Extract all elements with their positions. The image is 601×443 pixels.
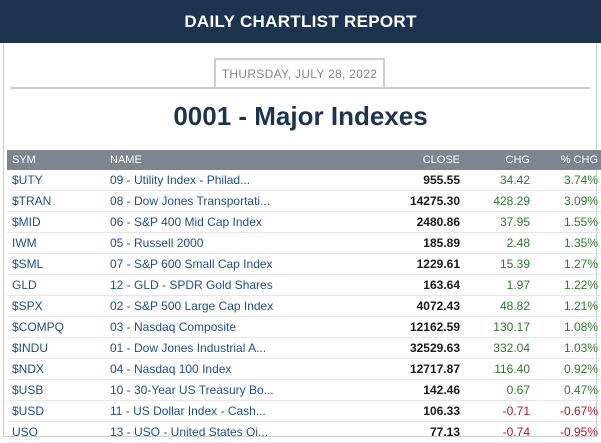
row-name-link[interactable]: 11 - US Dollar Index - Cash...	[110, 404, 266, 418]
row-name-link[interactable]: 08 - Dow Jones Transportati...	[110, 194, 271, 208]
row-close-value: 14275.30	[409, 194, 460, 208]
report-date-text: THURSDAY, JULY 28, 2022	[221, 66, 378, 81]
row-symbol-link[interactable]: $INDU	[12, 341, 49, 355]
row-close-value: 12717.87	[409, 362, 460, 376]
row-close-value: 106.33	[423, 404, 460, 418]
row-name-link[interactable]: 12 - GLD - SPDR Gold Shares	[110, 278, 273, 292]
row-pct-change-value: 0.47%	[563, 383, 598, 397]
chartlist-title: 0001 - Major Indexes	[173, 101, 428, 131]
row-name-link[interactable]: 05 - Russell 2000	[110, 236, 204, 250]
row-close-value: 163.64	[423, 278, 460, 292]
row-symbol-link[interactable]: $USD	[12, 404, 45, 418]
row-change-value: 2.48	[506, 236, 530, 250]
table-row[interactable]: $USD 11 - US Dollar Index - Cash... 106.33…	[7, 401, 601, 422]
row-symbol-link[interactable]: $MID	[12, 215, 41, 229]
column-header-sym[interactable]: SYM	[7, 150, 102, 170]
row-change-value: -0.74	[502, 425, 530, 439]
report-date: THURSDAY, JULY 28, 2022	[214, 58, 385, 87]
row-change-value: 48.82	[499, 299, 530, 313]
table-row[interactable]: GLD 12 - GLD - SPDR Gold Shares 163.64 1.97…	[7, 275, 601, 296]
row-change-value: 116.40	[494, 362, 530, 376]
row-change-value: 332.04	[493, 341, 530, 355]
report-frame	[3, 43, 597, 437]
row-name-link[interactable]: 04 - Nasdaq 100 Index	[110, 362, 232, 376]
row-change-value: 428.29	[493, 194, 530, 208]
row-pct-change-value: 1.55%	[563, 215, 598, 229]
table-row[interactable]: $USB 10 - 30-Year US Treasury Bo... 142.46…	[7, 380, 601, 401]
row-name-link[interactable]: 02 - S&P 500 Large Cap Index	[110, 299, 274, 313]
row-pct-change-value: 1.21%	[563, 299, 598, 313]
row-close-value: 185.89	[423, 236, 460, 250]
report-header-title: DAILY CHARTLIST REPORT	[184, 11, 417, 31]
row-symbol-link[interactable]: $SPX	[12, 299, 43, 313]
row-change-value: 1.97	[506, 278, 530, 292]
row-pct-change-value: 1.03%	[563, 341, 598, 355]
row-pct-change-value: 1.35%	[563, 236, 598, 250]
table-body: $UTY 09 - Utility Index - Philad... 955.55…	[7, 170, 601, 443]
column-header-close[interactable]: CLOSE	[310, 150, 460, 170]
row-close-value: 2480.86	[416, 215, 460, 229]
row-change-value: 34.42	[499, 173, 530, 187]
column-header-name[interactable]: NAME	[102, 150, 310, 170]
table-row[interactable]: $UTY 09 - Utility Index - Philad... 955.55…	[7, 170, 601, 191]
table-row[interactable]: $SPX 02 - S&P 500 Large Cap Index 4072.43 4…	[7, 296, 601, 317]
row-name-link[interactable]: 13 - USO - United States Oi...	[110, 425, 269, 439]
column-header-pct-chg[interactable]: % CHG	[530, 150, 601, 170]
row-name-link[interactable]: 10 - 30-Year US Treasury Bo...	[110, 383, 274, 397]
chartlist-table: SYM NAME CLOSE CHG % CHG $UTY 09 - Utilit…	[7, 150, 601, 443]
row-close-value: 77.13	[429, 425, 460, 439]
row-symbol-link[interactable]: $UTY	[12, 173, 43, 187]
row-name-link[interactable]: 03 - Nasdaq Composite	[110, 320, 237, 334]
row-symbol-link[interactable]: USO	[12, 425, 39, 439]
table-row[interactable]: USO 13 - USO - United States Oi... 77.13 -0…	[7, 422, 601, 443]
row-pct-change-value: 1.27%	[563, 257, 598, 271]
row-symbol-link[interactable]: $COMPQ	[12, 320, 65, 334]
row-change-value: 0.67	[506, 383, 530, 397]
table-header-row: SYM NAME CLOSE CHG % CHG	[7, 150, 601, 170]
report-header: DAILY CHARTLIST REPORT	[0, 0, 601, 43]
table-row[interactable]: $COMPQ 03 - Nasdaq Composite 12162.59 130.1…	[7, 317, 601, 338]
row-close-value: 142.46	[423, 383, 460, 397]
row-name-link[interactable]: 01 - Dow Jones Industrial A...	[110, 341, 267, 355]
row-change-value: 37.95	[499, 215, 530, 229]
row-pct-change-value: -0.95%	[559, 425, 598, 439]
row-symbol-link[interactable]: $SML	[12, 257, 44, 271]
row-name-link[interactable]: 09 - Utility Index - Philad...	[110, 173, 251, 187]
table-row[interactable]: $NDX 04 - Nasdaq 100 Index 12717.87 116.40 0…	[7, 359, 601, 380]
row-pct-change-value: 3.74%	[563, 173, 598, 187]
row-pct-change-value: 0.92%	[563, 362, 598, 376]
row-pct-change-value: -0.67%	[559, 404, 598, 418]
row-close-value: 12162.59	[409, 320, 460, 334]
row-pct-change-value: 3.09%	[563, 194, 598, 208]
row-symbol-link[interactable]: GLD	[12, 278, 37, 292]
row-close-value: 1229.61	[416, 257, 460, 271]
table-row[interactable]: $INDU 01 - Dow Jones Industrial A... 32529…	[7, 338, 601, 359]
table-row[interactable]: $TRAN 08 - Dow Jones Transportati... 14275…	[7, 191, 601, 212]
row-symbol-link[interactable]: $NDX	[12, 362, 45, 376]
row-change-value: -0.71	[502, 404, 530, 418]
row-close-value: 32529.63	[409, 341, 460, 355]
row-pct-change-value: 1.08%	[563, 320, 598, 334]
title-divider	[11, 87, 590, 89]
column-header-chg[interactable]: CHG	[460, 150, 530, 170]
row-change-value: 15.39	[499, 257, 530, 271]
row-pct-change-value: 1.22%	[563, 278, 598, 292]
row-name-link[interactable]: 07 - S&P 600 Small Cap Index	[110, 257, 273, 271]
row-change-value: 130.17	[493, 320, 530, 334]
row-symbol-link[interactable]: $USB	[12, 383, 44, 397]
table-row[interactable]: $MID 06 - S&P 400 Mid Cap Index 2480.86 37.…	[7, 212, 601, 233]
row-symbol-link[interactable]: $TRAN	[12, 194, 52, 208]
row-name-link[interactable]: 06 - S&P 400 Mid Cap Index	[110, 215, 262, 229]
row-close-value: 4072.43	[416, 299, 460, 313]
row-symbol-link[interactable]: IWM	[12, 236, 37, 250]
table-row[interactable]: $SML 07 - S&P 600 Small Cap Index 1229.61 1…	[7, 254, 601, 275]
table-row[interactable]: IWM 05 - Russell 2000 185.89 2.48 1.35%	[7, 233, 601, 254]
row-close-value: 955.55	[423, 173, 460, 187]
